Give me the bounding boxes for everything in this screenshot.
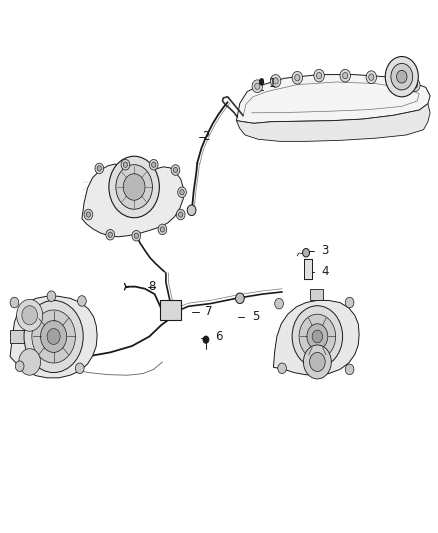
Circle shape [78, 296, 86, 306]
Circle shape [179, 212, 183, 217]
Bar [10, 330, 34, 343]
Circle shape [75, 363, 84, 374]
Circle shape [392, 75, 403, 87]
Circle shape [178, 187, 186, 198]
Circle shape [15, 361, 24, 372]
Circle shape [273, 78, 278, 84]
Circle shape [10, 297, 19, 308]
Circle shape [304, 345, 331, 379]
Circle shape [108, 232, 113, 237]
Circle shape [369, 74, 374, 80]
Circle shape [385, 56, 418, 97]
Circle shape [152, 162, 156, 167]
Circle shape [121, 159, 130, 170]
Circle shape [343, 72, 348, 79]
Circle shape [171, 165, 180, 175]
Circle shape [391, 63, 413, 90]
Text: 1: 1 [269, 77, 276, 90]
Circle shape [97, 166, 102, 171]
Circle shape [158, 224, 167, 235]
Text: 3: 3 [321, 244, 328, 257]
Bar [311, 289, 323, 301]
Circle shape [106, 229, 115, 240]
Circle shape [84, 209, 93, 220]
Circle shape [295, 75, 300, 81]
Circle shape [19, 349, 41, 375]
Circle shape [259, 80, 264, 85]
Circle shape [132, 230, 141, 241]
Circle shape [123, 174, 145, 200]
Circle shape [292, 71, 303, 84]
Circle shape [345, 297, 354, 308]
Circle shape [412, 82, 417, 88]
Circle shape [317, 72, 322, 79]
FancyBboxPatch shape [160, 301, 181, 319]
Circle shape [180, 190, 184, 195]
Circle shape [236, 293, 244, 304]
Circle shape [22, 306, 38, 325]
Polygon shape [237, 75, 430, 123]
Circle shape [299, 314, 336, 359]
Circle shape [396, 70, 407, 83]
Text: 4: 4 [321, 265, 329, 278]
Text: 8: 8 [148, 280, 155, 293]
Text: 2: 2 [202, 130, 210, 143]
Circle shape [187, 205, 196, 216]
Polygon shape [237, 104, 430, 141]
Circle shape [95, 163, 104, 174]
Circle shape [307, 324, 328, 349]
Text: 6: 6 [215, 330, 222, 343]
Circle shape [86, 212, 91, 217]
Circle shape [47, 328, 60, 344]
Circle shape [177, 209, 185, 220]
Circle shape [259, 78, 264, 84]
Circle shape [410, 79, 420, 92]
Circle shape [303, 248, 310, 257]
Circle shape [149, 159, 158, 170]
Polygon shape [82, 164, 184, 237]
Circle shape [395, 78, 400, 84]
Circle shape [32, 310, 75, 363]
Polygon shape [273, 301, 359, 375]
Circle shape [109, 156, 159, 217]
Circle shape [270, 75, 281, 87]
Polygon shape [10, 296, 97, 378]
Circle shape [312, 330, 322, 343]
Circle shape [275, 298, 283, 309]
Text: 7: 7 [205, 305, 212, 318]
Circle shape [17, 300, 43, 331]
Circle shape [123, 162, 127, 167]
Circle shape [254, 83, 260, 90]
Circle shape [41, 320, 67, 352]
Circle shape [310, 352, 325, 372]
Bar [304, 259, 312, 279]
Circle shape [252, 80, 262, 93]
Circle shape [340, 69, 350, 82]
Circle shape [345, 364, 354, 375]
Circle shape [292, 306, 343, 367]
Circle shape [366, 71, 377, 84]
Circle shape [203, 336, 209, 343]
Text: 5: 5 [252, 310, 259, 324]
Circle shape [314, 69, 324, 82]
Circle shape [134, 233, 138, 238]
Circle shape [24, 301, 83, 373]
Circle shape [47, 291, 56, 302]
Circle shape [173, 167, 178, 173]
Circle shape [116, 165, 152, 209]
Circle shape [160, 227, 165, 232]
Circle shape [278, 363, 286, 374]
